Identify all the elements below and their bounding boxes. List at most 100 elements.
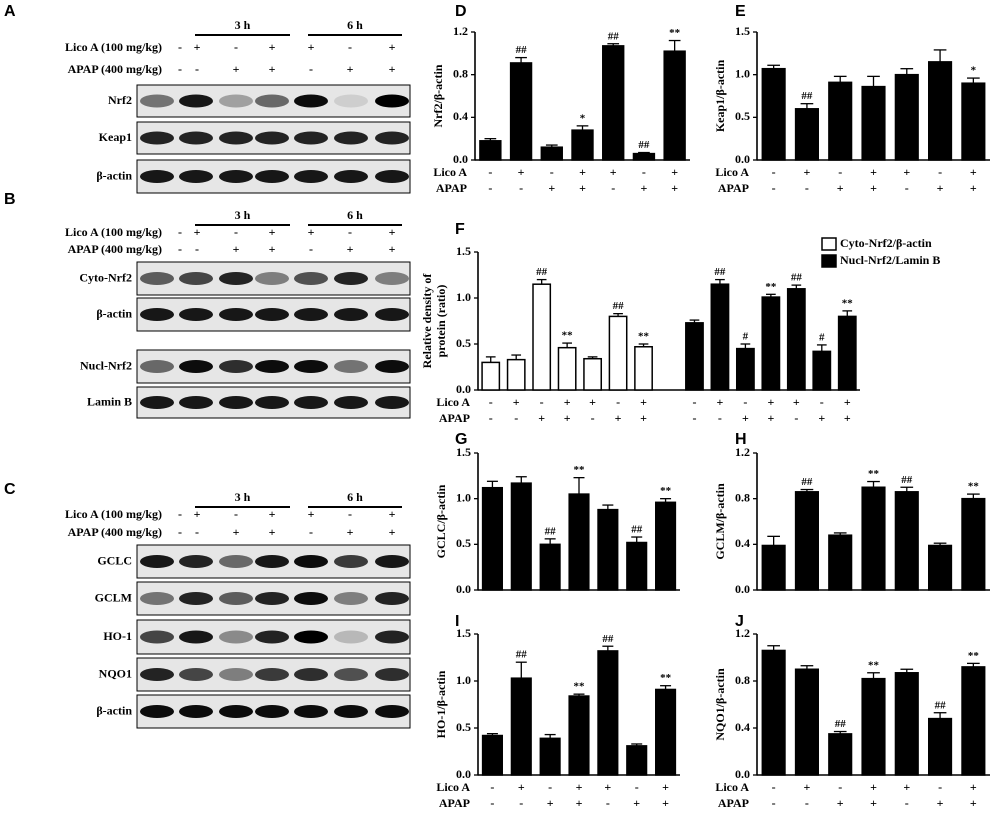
band [255,630,289,644]
significance-mark: ## [935,699,947,711]
strip-label: β-actin [96,703,132,717]
x-row-sign: - [616,395,620,409]
condition-sign: + [389,242,396,256]
legend-swatch [821,254,837,268]
significance-mark: ## [714,266,726,278]
significance-mark: ## [801,476,813,488]
x-row-sign: + [589,395,596,409]
x-row-sign: + [870,796,877,810]
x-row-label: Lico A [715,780,749,794]
bar [794,491,819,591]
strip-label: Cyto-Nrf2 [79,270,132,284]
y-tick-label: 0.5 [456,336,471,350]
bar [735,347,755,391]
condition-sign: + [269,62,276,76]
bar [539,737,561,776]
condition-sign: + [233,242,240,256]
condition-sign: + [347,62,354,76]
x-row-sign: - [490,780,494,794]
x-row-sign: + [548,181,555,195]
x-row-sign: - [514,411,518,425]
y-tick-label: 1.0 [456,290,471,304]
x-row-sign: - [519,181,523,195]
bar [761,544,786,591]
significance-mark: ** [574,681,586,693]
band [334,272,368,285]
condition-sign: + [194,225,201,239]
significance-mark: ** [968,650,980,662]
significance-mark: ** [660,485,672,497]
band [219,630,253,644]
significance-mark: ## [631,524,643,536]
y-tick-label: 0.0 [735,767,750,781]
x-row-sign: + [662,780,669,794]
x-row-sign: + [610,165,617,179]
band [255,308,289,321]
condition-label: APAP (400 mg/kg) [68,242,162,256]
band [179,668,213,681]
x-row-sign: + [671,165,678,179]
condition-sign: - [348,225,352,239]
y-tick-label: 0.0 [453,152,468,166]
panel-letter: E [735,3,746,20]
significance-mark: ## [608,30,620,42]
x-row-sign: + [742,411,749,425]
significance-mark: # [819,331,825,343]
condition-sign: + [389,225,396,239]
bar [812,350,832,391]
band [140,131,174,145]
band [140,360,174,373]
x-row-sign: - [838,780,842,794]
bar [828,733,853,776]
band [140,396,174,409]
band [375,705,409,718]
band [219,668,253,681]
x-row-sign: + [604,780,611,794]
y-tick-label: 1.0 [456,673,471,687]
significance-mark: ** [842,297,854,309]
band [179,592,213,605]
bar [663,50,686,161]
x-row-sign: + [767,411,774,425]
condition-sign: + [269,242,276,256]
x-row-sign: - [488,165,492,179]
band [334,705,368,718]
band [375,555,409,568]
x-row-sign: + [518,165,525,179]
band [294,131,328,145]
x-row-sign: - [519,796,523,810]
bar [634,346,653,391]
x-row-sign: - [905,796,909,810]
significance-mark: * [580,112,586,124]
y-tick-label: 0.5 [456,536,471,550]
condition-sign: + [347,525,354,539]
condition-sign: + [308,40,315,54]
strip-label: Nucl-Nrf2 [80,358,132,372]
significance-mark: # [743,331,749,343]
band [294,630,328,644]
y-axis-label: protein (ratio) [434,285,448,358]
x-row-sign: - [772,780,776,794]
band [375,592,409,605]
condition-sign: + [308,507,315,521]
x-row-sign: + [615,411,622,425]
y-tick-label: 1.2 [453,24,468,38]
bar [568,695,590,776]
x-row-sign: + [804,165,811,179]
x-row-sign: + [717,395,724,409]
condition-sign: + [269,40,276,54]
y-tick-label: 0.5 [735,109,750,123]
band [219,555,253,568]
significance-mark: ** [660,672,672,684]
x-row-label: Lico A [436,780,470,794]
time-header: 3 h [235,208,251,222]
band [140,94,174,108]
x-row-sign: + [767,395,774,409]
band [255,360,289,373]
x-row-sign: - [743,395,747,409]
x-row-sign: - [805,796,809,810]
x-row-label: APAP [436,181,467,195]
band [334,131,368,145]
bar [710,283,730,391]
band [140,668,174,681]
